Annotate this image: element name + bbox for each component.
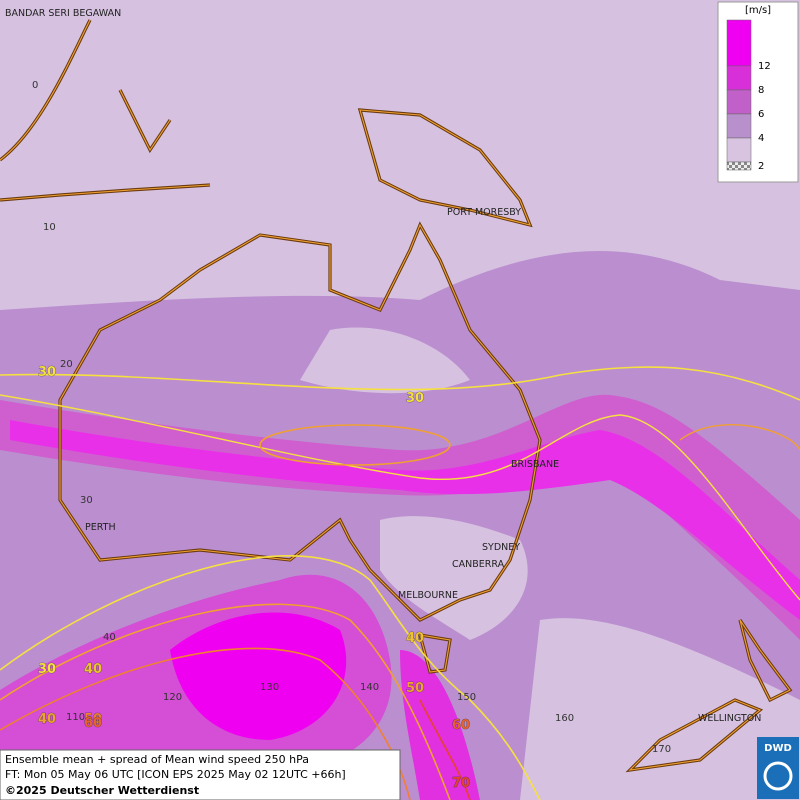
isotach (259, 424, 451, 466)
legend-title: [m/s] (745, 5, 771, 16)
isotach (0, 603, 451, 800)
legend-swatch (726, 89, 752, 115)
latitude-label: 0 (32, 80, 38, 91)
longitude-label: 170 (652, 744, 671, 755)
legend-swatch (726, 161, 752, 171)
field-bright (10, 420, 800, 620)
field-light (380, 516, 528, 640)
field-light (520, 618, 800, 800)
isotach (0, 555, 541, 800)
latitude-label: 10 (43, 222, 56, 233)
contour-label: 50 (84, 712, 102, 727)
contour-label: 70 (452, 776, 470, 791)
contour-label: 30 (38, 365, 56, 380)
longitude-label: 130 (260, 682, 279, 693)
longitude-label: 120 (163, 692, 182, 703)
longitude-label: 150 (457, 692, 476, 703)
latitude-label: 20 (60, 359, 73, 370)
contour-label: 30 (406, 391, 424, 406)
city-label: CANBERRA (452, 559, 505, 570)
legend-items: 12 8 6 4 2 (726, 19, 771, 172)
longitude-label: 160 (555, 713, 574, 724)
contour-label: 30 (38, 662, 56, 677)
isotach (419, 699, 471, 800)
city-label: MELBOURNE (398, 590, 458, 601)
spread-fields (0, 251, 800, 800)
city-label: WELLINGTON (698, 713, 761, 724)
isotach (0, 394, 800, 601)
contour-label: 40 (38, 712, 56, 727)
longitude-label: 140 (360, 682, 379, 693)
longitude-label: 110 (66, 712, 85, 723)
legend-swatch (726, 65, 752, 91)
legend: [m/s] 12 8 6 4 2 (717, 1, 799, 183)
logo-text: DWD (764, 743, 792, 754)
legend-tick-label: 6 (758, 109, 764, 120)
logo-swirl (763, 761, 793, 791)
legend-swatch (726, 113, 752, 139)
legend-tick-label: 2 (758, 161, 764, 172)
coastlines (0, 19, 793, 773)
latitude-label: 30 (80, 495, 93, 506)
city-label: BRISBANE (511, 459, 559, 470)
contour-label: 40 (406, 631, 424, 646)
legend-tick-label: 4 (758, 133, 764, 144)
footer-box (0, 749, 401, 800)
city-label: PERTH (85, 522, 116, 533)
contour-label: 50 (406, 681, 424, 696)
legend-swatch (726, 137, 752, 163)
isotach (0, 366, 800, 401)
contour-label: 60 (84, 716, 102, 731)
latitude-label: 40 (103, 632, 116, 643)
labels: BANDAR SERI BEGAWAN PORT MORESBY BRISBANE P… (5, 8, 761, 791)
legend-tick-label: 12 (758, 61, 771, 72)
field-light (300, 327, 470, 394)
field-bright (170, 612, 347, 740)
isotachs (0, 366, 800, 800)
legend-tick-label: 8 (758, 85, 764, 96)
isotach (679, 424, 800, 451)
contour-label: 60 (452, 718, 470, 733)
city-label: BANDAR SERI BEGAWAN (5, 8, 121, 19)
city-label: PORT MORESBY (447, 207, 521, 218)
footer-time: FT: Mon 05 May 06 UTC [ICON EPS 2025 May… (5, 768, 346, 781)
footer-title: Ensemble mean + spread of Mean wind spee… (5, 753, 309, 766)
field-bright (400, 650, 480, 800)
footer-copyright: ©2025 Deutscher Wetterdienst (5, 784, 199, 797)
contour-label: 40 (84, 662, 102, 677)
coastline-inner (0, 19, 791, 771)
legend-swatch (726, 19, 752, 67)
city-label: SYDNEY (482, 542, 520, 553)
